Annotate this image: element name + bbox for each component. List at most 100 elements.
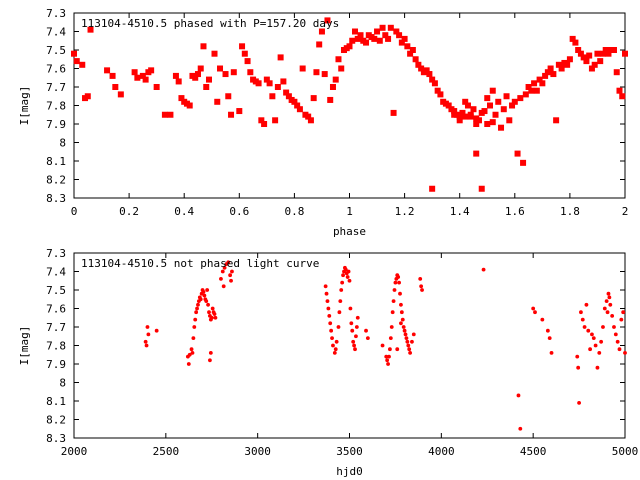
data-point	[462, 113, 469, 120]
data-point	[112, 84, 119, 90]
data-point	[544, 69, 551, 76]
data-point	[379, 24, 386, 31]
data-point	[226, 260, 231, 265]
data-point	[509, 102, 516, 109]
data-point	[192, 74, 199, 81]
data-point	[299, 65, 306, 72]
data-point	[390, 310, 395, 315]
data-point	[193, 317, 198, 322]
data-point	[577, 400, 581, 405]
data-point	[525, 84, 532, 90]
x-tick-label: 0.4	[174, 205, 194, 218]
data-point	[604, 299, 609, 303]
data-point	[330, 336, 334, 340]
y-tick-label: 7.4	[46, 266, 66, 279]
data-point	[616, 87, 623, 94]
data-point	[229, 278, 233, 283]
data-point	[338, 65, 345, 72]
data-point	[327, 96, 334, 103]
data-point	[566, 56, 573, 63]
data-point	[605, 310, 610, 315]
x-tick-label: 0.6	[229, 205, 249, 218]
data-point	[230, 269, 234, 274]
data-point	[228, 111, 235, 118]
data-point	[338, 299, 343, 303]
data-point	[396, 275, 401, 279]
data-point	[191, 336, 196, 340]
data-point	[605, 50, 612, 57]
data-point	[399, 310, 404, 315]
data-point	[599, 339, 604, 344]
data-point	[332, 76, 339, 83]
data-point	[219, 277, 223, 281]
data-point	[142, 76, 149, 83]
y-axis-label: I[mag]	[18, 86, 31, 126]
data-point	[533, 310, 537, 315]
data-point	[352, 28, 359, 35]
data-point	[104, 67, 111, 74]
data-point	[619, 317, 624, 322]
data-point	[575, 354, 580, 359]
data-point	[324, 17, 331, 24]
x-tick-label: 1.4	[450, 205, 470, 218]
data-point	[389, 325, 394, 329]
data-point	[518, 426, 523, 431]
data-point	[206, 302, 210, 307]
data-point	[429, 185, 436, 192]
data-point	[323, 284, 328, 289]
data-point	[528, 87, 535, 94]
data-point	[328, 321, 333, 326]
data-point	[365, 336, 370, 340]
data-point	[355, 315, 360, 320]
data-point	[131, 69, 138, 76]
data-point	[593, 343, 598, 348]
data-point	[500, 106, 507, 113]
data-point	[79, 61, 86, 68]
data-point	[431, 80, 438, 87]
data-point	[325, 299, 330, 303]
data-point	[591, 61, 598, 68]
chart-title: 113104-4510.5 phased with P=157.20 days	[81, 17, 339, 30]
data-point	[619, 93, 626, 100]
data-point	[205, 288, 210, 292]
data-point	[405, 339, 410, 344]
data-point	[520, 159, 527, 166]
data-point	[387, 24, 394, 31]
x-tick-label: 2500	[153, 445, 180, 458]
data-point	[274, 84, 281, 90]
data-point	[412, 56, 419, 63]
data-point	[388, 347, 392, 352]
data-point	[318, 28, 325, 35]
data-point	[351, 339, 356, 344]
data-point	[418, 65, 425, 72]
y-tick-label: 7.8	[46, 100, 66, 113]
phased-light-curve-panel: 0 0.2 0.4 0.6 0.8 1 1.2 1.4 1.6 1.8 2 7.3 7.4 7.5 7.6 7…	[18, 7, 628, 238]
data-point	[194, 310, 199, 315]
data-point	[610, 314, 615, 318]
data-point	[208, 351, 213, 355]
data-point	[294, 102, 301, 109]
data-point	[456, 113, 463, 120]
data-point	[221, 284, 226, 289]
data-point	[399, 321, 403, 326]
data-point	[387, 354, 391, 359]
data-point	[408, 351, 413, 355]
data-point	[329, 328, 334, 333]
data-point	[391, 299, 396, 303]
x-tick-label: 0.8	[284, 205, 304, 218]
data-point	[403, 332, 408, 337]
data-point	[415, 61, 422, 68]
data-point	[145, 325, 150, 329]
data-point	[143, 339, 148, 344]
y-tick-label: 7.5	[46, 284, 66, 297]
data-point	[478, 185, 485, 192]
data-point	[384, 354, 389, 359]
data-point	[339, 288, 344, 292]
data-point	[420, 288, 424, 292]
data-point	[175, 78, 182, 85]
y-tick-label: 7.7	[46, 81, 66, 94]
data-point	[410, 339, 414, 344]
data-point	[197, 65, 204, 72]
data-point	[203, 84, 210, 90]
data-point	[522, 91, 529, 98]
